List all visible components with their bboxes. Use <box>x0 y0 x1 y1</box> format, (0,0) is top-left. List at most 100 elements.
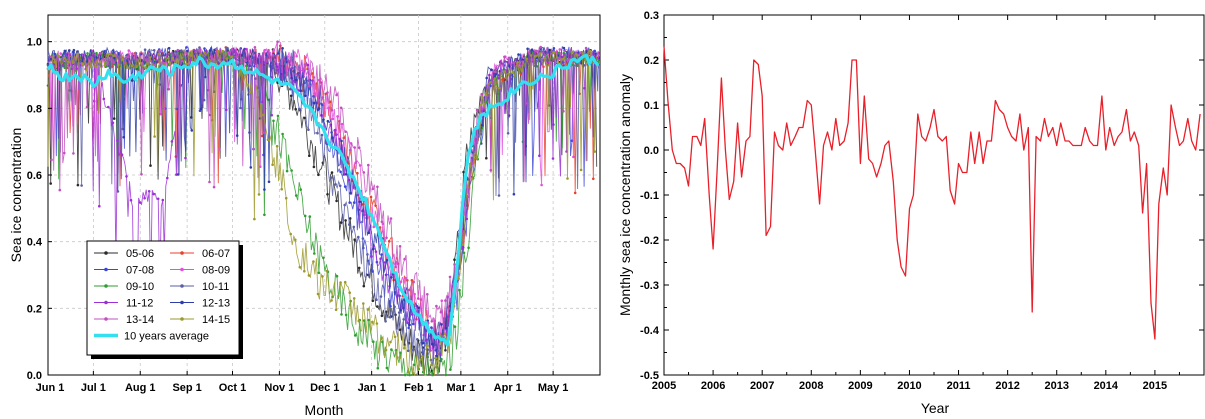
series-point-13-14 <box>539 45 542 49</box>
right-x-tick-label: 2015 <box>1143 380 1167 392</box>
series-point-10-11 <box>80 184 83 187</box>
series-point-13-14 <box>58 188 62 192</box>
series-point-09-10 <box>245 64 248 68</box>
left-x-tick-label: Jul 1 <box>81 382 106 394</box>
series-point-07-08 <box>352 201 356 204</box>
series-point-11-12 <box>152 192 155 196</box>
right-x-tick-label: 2005 <box>652 380 676 392</box>
left-y-tick-label: 0.0 <box>27 370 42 382</box>
series-point-08-09 <box>263 48 267 52</box>
series-point-13-14 <box>49 55 52 59</box>
series-point-11-12 <box>551 157 555 160</box>
series-point-12-13 <box>517 53 520 56</box>
series-point-14-15 <box>566 177 569 180</box>
series-point-13-14 <box>525 102 529 105</box>
series-point-07-08 <box>380 253 383 256</box>
series-point-09-10 <box>367 318 371 322</box>
series-point-09-10 <box>290 169 293 172</box>
left-x-tick-label: May 1 <box>538 382 569 394</box>
series-point-14-15 <box>520 69 524 72</box>
series-point-05-06 <box>149 164 152 167</box>
series-point-09-10 <box>576 64 579 67</box>
series-point-14-15 <box>130 64 134 68</box>
series-point-13-14 <box>407 288 411 292</box>
series-point-10-11 <box>348 223 351 226</box>
series-point-14-15 <box>262 113 265 117</box>
series-point-13-14 <box>299 67 302 70</box>
series-point-14-15 <box>303 269 306 273</box>
anomaly-line <box>663 46 1201 340</box>
legend-marker-10-11 <box>180 284 184 288</box>
series-point-12-13 <box>263 188 266 191</box>
legend-marker-09-10 <box>104 284 108 288</box>
series-point-14-15 <box>80 62 84 65</box>
series-point-11-12 <box>374 250 378 253</box>
series-point-10-11 <box>121 127 124 131</box>
series-point-13-14 <box>262 131 266 134</box>
series-point-12-13 <box>340 139 343 143</box>
series-point-05-06 <box>308 154 311 157</box>
series-point-10-11 <box>143 48 147 51</box>
series-point-09-10 <box>313 252 316 255</box>
series-point-13-14 <box>230 47 234 51</box>
series-point-09-10 <box>272 119 275 123</box>
series-point-12-13 <box>331 136 334 139</box>
series-point-12-13 <box>408 323 411 327</box>
series-point-13-14 <box>344 130 347 133</box>
series-point-11-12 <box>383 261 387 264</box>
series-point-14-15 <box>284 196 288 200</box>
series-point-07-08 <box>348 201 352 204</box>
series-point-07-08 <box>343 185 347 188</box>
series-point-13-14 <box>439 310 443 314</box>
right-y-tick-label: 0.2 <box>644 55 659 67</box>
series-point-13-14 <box>430 320 434 323</box>
series-point-13-14 <box>566 59 570 62</box>
series-point-13-14 <box>321 96 325 99</box>
series-point-14-15 <box>58 55 61 58</box>
left-chart: 0.0 0.2 0.4 0.6 0.8 1.0 Jun 1 Jul 1 Aug 1 Sep 1 O… <box>8 14 601 418</box>
series-point-13-14 <box>317 98 320 102</box>
series-point-08-09 <box>159 112 162 116</box>
series-point-09-10 <box>440 357 443 361</box>
series-point-05-06 <box>444 349 447 352</box>
series-point-13-14 <box>185 52 189 55</box>
series-point-13-14 <box>371 187 375 191</box>
series-point-14-15 <box>294 238 297 242</box>
series-point-13-14 <box>498 63 502 67</box>
right-y-tick-label: -0.3 <box>640 280 659 292</box>
series-point-14-15 <box>126 66 129 69</box>
series-point-13-14 <box>480 92 484 96</box>
series-point-14-15 <box>475 157 479 160</box>
series-point-13-14 <box>271 53 275 57</box>
series-point-09-10 <box>467 246 470 250</box>
series-point-14-15 <box>470 177 474 181</box>
series-point-07-08 <box>162 54 165 57</box>
left-x-ticks: Jun 1 Jul 1 Aug 1 Sep 1 Oct 1 Nov 1 Dec 1 Jan 1… <box>36 371 569 394</box>
series-point-09-10 <box>353 334 357 337</box>
series-point-14-15 <box>539 52 542 55</box>
series-point-08-09 <box>322 102 326 105</box>
series-point-10-11 <box>384 320 387 323</box>
series-point-14-15 <box>371 320 374 324</box>
series-point-11-12 <box>166 176 169 180</box>
series-point-07-08 <box>411 322 415 326</box>
series-point-14-15 <box>221 49 224 53</box>
series-point-14-15 <box>180 56 184 60</box>
series-point-13-14 <box>176 48 180 52</box>
series-point-14-15 <box>62 57 66 60</box>
series-point-13-14 <box>557 57 561 61</box>
series-point-14-15 <box>253 217 256 221</box>
series-point-05-06 <box>453 258 456 262</box>
series-point-11-12 <box>161 198 165 202</box>
series-point-10-11 <box>307 128 310 131</box>
series-point-12-13 <box>512 192 516 196</box>
series-point-14-15 <box>498 86 501 90</box>
series-point-14-15 <box>71 61 75 64</box>
series-point-09-10 <box>485 100 489 104</box>
series-point-06-07 <box>374 204 377 207</box>
series-point-13-14 <box>63 151 66 155</box>
series-point-14-15 <box>480 103 483 107</box>
series-point-07-08 <box>248 64 252 67</box>
legend-marker-11-12 <box>104 300 108 305</box>
series-point-10-11 <box>320 133 324 137</box>
